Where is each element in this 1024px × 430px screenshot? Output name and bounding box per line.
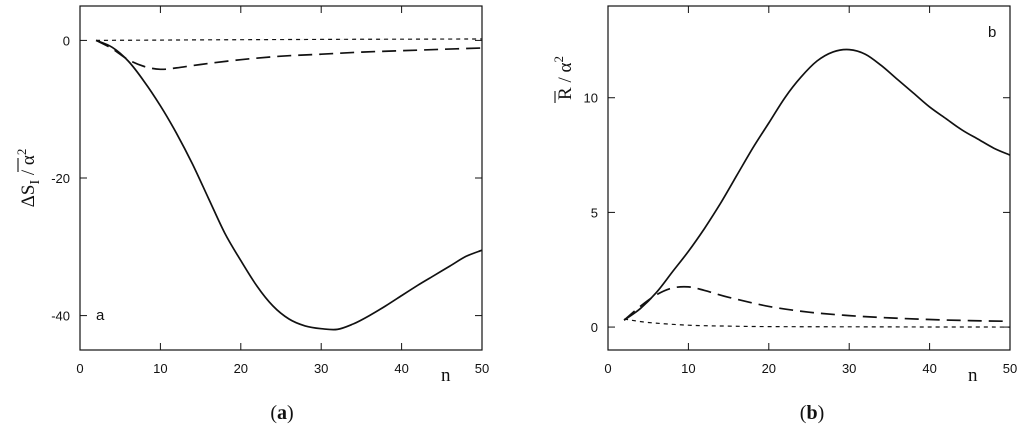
y-axis-label-b: R / α2 [551, 56, 576, 100]
x-tick-label-a: 30 [314, 361, 328, 376]
y-tick-label-a: -20 [51, 171, 70, 186]
series-line-solid-b [623, 48, 1011, 321]
y-axis-main-a: ΔS [18, 185, 39, 208]
plot-frame-a [79, 5, 483, 351]
x-tick-label-b: 30 [842, 361, 856, 376]
axis-ticks-b: 0 10 20 30 40 50 0 5 10 [584, 6, 1017, 376]
caption-close-b: ) [818, 402, 825, 424]
y-tick-label-a: -40 [51, 309, 70, 324]
y-tick-label-a: 0 [63, 33, 70, 48]
y-tick-label-b: 10 [584, 91, 598, 106]
axis-ticks-a: 0 10 20 30 40 50 0 -20 -40 [51, 6, 489, 376]
x-tick-label-b: 50 [1003, 361, 1017, 376]
caption-letter-a: a [277, 402, 287, 424]
x-tick-label-a: 40 [394, 361, 408, 376]
panel-label-a: a [96, 307, 105, 324]
series-line-long-dash-b [623, 285, 1011, 323]
x-tick-label-b: 20 [762, 361, 776, 376]
x-tick-label-b: 0 [604, 361, 611, 376]
caption-b: (b) [800, 402, 824, 424]
series-line-long-dash-a [95, 39, 483, 71]
series-group-a [95, 38, 483, 331]
x-tick-label-b: 10 [681, 361, 695, 376]
series-group-b [623, 48, 1011, 328]
y-axis-label-a: ΔSI / α2 [14, 149, 43, 208]
series-line-short-dash-a [96, 38, 483, 41]
series-line-solid-a [95, 39, 483, 331]
caption-open-b: ( [800, 402, 807, 424]
chart-panel-a: 0 10 20 30 40 500-20-40 a n ΔSI / α2 (a) [14, 5, 489, 424]
y-axis-sub-a: I [28, 180, 43, 185]
x-tick-label-a: 20 [234, 361, 248, 376]
y-axis-rest-a: / α [18, 155, 39, 180]
series-line-short-dash-b [624, 318, 1011, 328]
panel-label-b: b [988, 24, 996, 41]
y-tick-label-b: 0 [591, 320, 598, 335]
caption-a: (a) [270, 402, 293, 424]
y-axis-sup-a: 2 [14, 149, 29, 156]
y-axis-rest-b: / α [555, 62, 576, 87]
plot-frame-b [607, 5, 1011, 351]
y-axis-sup-b: 2 [551, 56, 566, 63]
x-axis-label-a: n [441, 365, 451, 386]
caption-open-a: ( [270, 402, 277, 424]
x-tick-label-a: 10 [153, 361, 167, 376]
x-axis-label-b: n [968, 365, 978, 386]
x-tick-label-b: 40 [922, 361, 936, 376]
x-tick-label-a: 50 [475, 361, 489, 376]
y-tick-label-b: 5 [591, 205, 598, 220]
caption-close-a: ) [287, 402, 294, 424]
caption-letter-b: b [806, 402, 817, 424]
x-tick-label-a: 0 [76, 361, 83, 376]
y-axis-main-b: R [555, 87, 576, 100]
